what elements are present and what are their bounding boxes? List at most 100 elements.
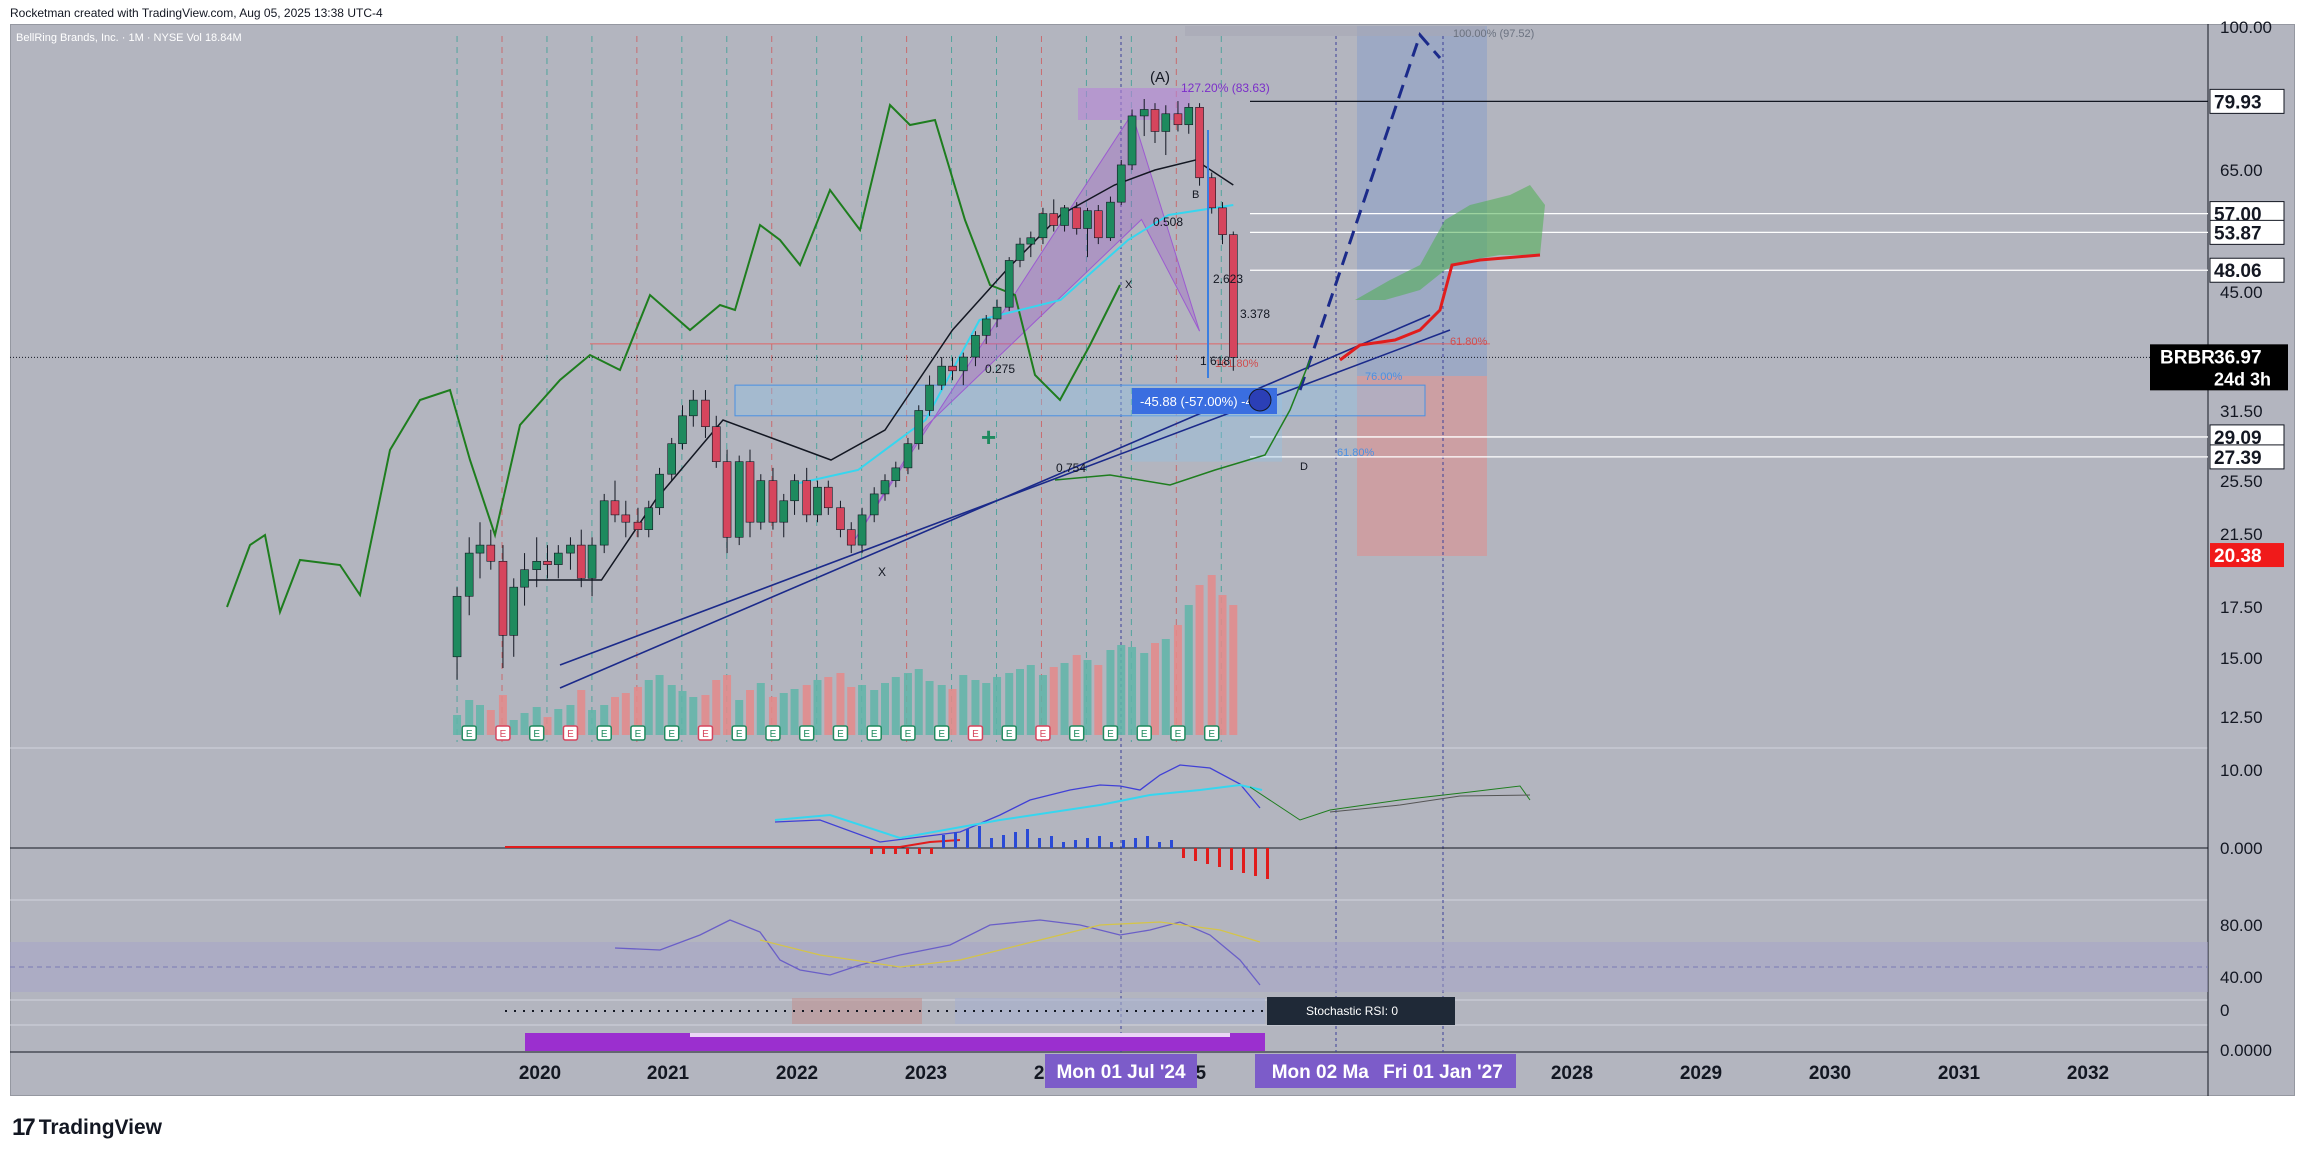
- bottom-indicator-highlight: [690, 1033, 1230, 1037]
- earnings-marker: [967, 725, 984, 741]
- volume-bar: [847, 687, 856, 735]
- earnings-marker-label: E: [770, 729, 777, 740]
- candle-body: [688, 399, 698, 417]
- time-axis-tick: 2020: [519, 1063, 561, 1084]
- symbol-info: BellRing Brands, Inc. · 1M · NYSE Vol 18…: [16, 32, 242, 44]
- candle-body: [701, 399, 710, 427]
- candle-body: [948, 365, 957, 372]
- volume-value: 18.84M: [204, 32, 242, 44]
- candle-body: [880, 480, 890, 495]
- time-axis-tick: 2031: [1938, 1063, 1981, 1084]
- candle-body: [553, 552, 563, 565]
- candle-body: [475, 544, 485, 554]
- volume-bar: [1184, 605, 1193, 735]
- candle-body: [1116, 164, 1126, 203]
- macd-histogram-bar: [1134, 838, 1137, 848]
- volume-bar: [611, 697, 619, 735]
- macd-future: [1249, 785, 1531, 821]
- earnings-marker: [1136, 725, 1152, 741]
- volume-bar: [824, 677, 833, 735]
- macd-histogram-bar: [1146, 836, 1149, 848]
- candle-body: [857, 514, 867, 546]
- macd-histogram-bar: [1242, 848, 1245, 873]
- measure-label: -45.88 (-57.00%) -4: [1140, 394, 1253, 409]
- volume-bar: [836, 673, 845, 735]
- candle-body: [823, 486, 833, 509]
- earnings-marker: [1203, 725, 1220, 741]
- volume-bar: [701, 695, 710, 735]
- earnings-marker: [866, 725, 882, 741]
- volume-bar: [712, 680, 721, 735]
- earnings-marker: [798, 725, 815, 741]
- date-badge: Mon 02 Mar: [1272, 1062, 1377, 1083]
- macd-axis-tick: 10.00: [2220, 761, 2263, 780]
- earnings-marker-label: E: [1040, 729, 1047, 740]
- volume-bar: [554, 709, 563, 735]
- price-axis-tick: 21.50: [2220, 525, 2263, 544]
- candle-body: [869, 493, 879, 516]
- volume-bar: [1026, 665, 1035, 735]
- ratio-label-6: 0.754: [1056, 461, 1086, 475]
- macd-histogram-bar: [1158, 842, 1161, 848]
- candle-body: [1161, 113, 1171, 132]
- volume-bar: [498, 695, 507, 735]
- pattern-label-d: D: [1300, 461, 1308, 473]
- ratio-label-2: 2.623: [1213, 272, 1243, 286]
- candle-body: [464, 552, 474, 597]
- volume-bar: [1173, 625, 1182, 735]
- fib-label-618: 61.80%: [1450, 336, 1488, 348]
- volume-bar: [532, 707, 541, 735]
- volume-bar: [633, 687, 642, 735]
- macd-histogram-bar: [942, 835, 945, 848]
- price-axis-tick: 15.00: [2220, 649, 2263, 668]
- volume-bar: [1207, 575, 1216, 735]
- pattern-label-x: X: [878, 565, 886, 579]
- volume-bar: [858, 685, 867, 735]
- tradingview-logo[interactable]: 17 TradingView: [12, 1114, 162, 1142]
- macd-histogram-bar: [1086, 838, 1089, 848]
- ratio-label-3: 3.378: [1240, 307, 1270, 321]
- time-axis-tick: 2029: [1680, 1063, 1722, 1084]
- chart-frame[interactable]: [10, 24, 2295, 1096]
- volume-bar: [1106, 650, 1115, 735]
- macd-histogram-bar: [1110, 842, 1113, 848]
- macd-histogram-bar: [1194, 848, 1197, 861]
- volume-bar: [959, 675, 968, 735]
- earnings-marker: [1001, 725, 1017, 741]
- time-axis-tick: 2028: [1551, 1063, 1593, 1084]
- price-badge-bg: [2209, 257, 2285, 283]
- time-axis-tick: 2032: [2067, 1063, 2109, 1084]
- moving-average-cyan: [790, 204, 1234, 486]
- pattern-label-x2: X: [1125, 279, 1133, 291]
- earnings-marker: [562, 725, 579, 741]
- volume-bar: [723, 675, 732, 735]
- ratio-label-1: 0.508: [1153, 215, 1183, 229]
- candle-body: [1083, 210, 1092, 229]
- volume-bar: [486, 710, 495, 735]
- volume-bar: [644, 680, 653, 735]
- volume-bar: [566, 705, 575, 735]
- trend-channel-lower: [559, 314, 1431, 689]
- macd-histogram-bar: [1254, 848, 1257, 876]
- candle-body: [532, 560, 542, 570]
- volume-bar: [1218, 595, 1227, 735]
- volume-bar: [768, 697, 777, 735]
- volume-bar: [621, 693, 630, 735]
- candle-body: [1173, 113, 1183, 126]
- candle-body: [1195, 107, 1204, 179]
- volume-bar: [735, 700, 744, 735]
- earnings-marker-label: E: [972, 729, 979, 740]
- volume-bar: [971, 680, 980, 735]
- price-badge-bg: [2210, 543, 2284, 568]
- earnings-marker-label: E: [668, 729, 675, 740]
- macd-line: [774, 764, 1261, 843]
- macd-histogram-bar: [1002, 835, 1005, 848]
- chart-attribution: Rocketman created with TradingView.com, …: [10, 6, 383, 20]
- macd-histogram-bar: [990, 838, 993, 848]
- candle-body: [644, 507, 654, 530]
- volume-bar: [937, 685, 946, 735]
- time-axis-tick: 2021: [647, 1063, 690, 1084]
- earnings-marker: [495, 725, 511, 741]
- price-axis-tick: 31.50: [2220, 402, 2263, 421]
